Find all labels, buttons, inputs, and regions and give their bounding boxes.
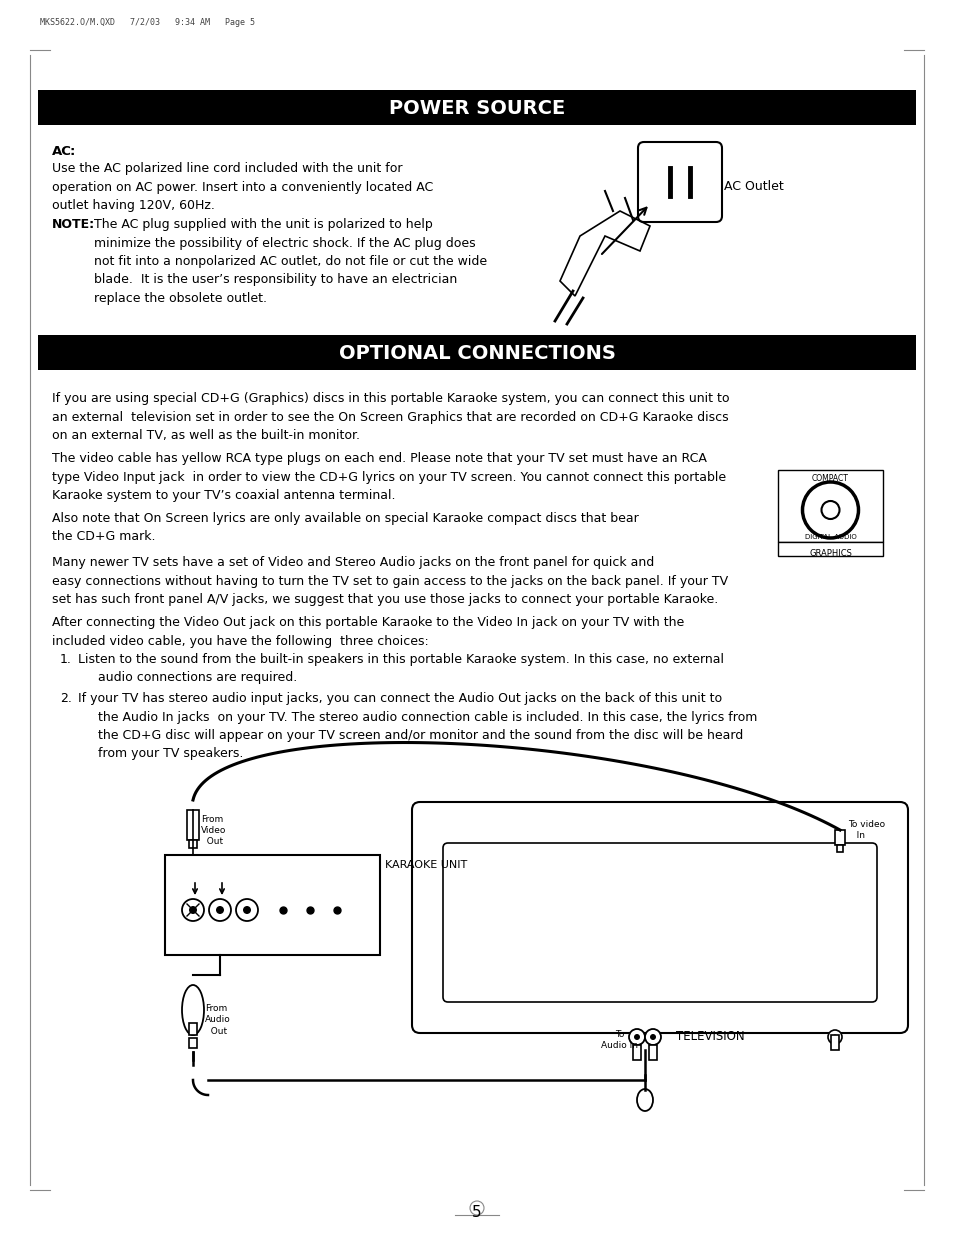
FancyBboxPatch shape (189, 840, 196, 848)
Text: To
Audio In: To Audio In (601, 1030, 638, 1050)
Circle shape (182, 899, 204, 921)
Text: From
Audio
  Out: From Audio Out (205, 1004, 231, 1036)
Circle shape (821, 501, 839, 519)
Text: COMPACT: COMPACT (811, 474, 848, 483)
FancyBboxPatch shape (165, 855, 379, 955)
Text: AC Plug: AC Plug (584, 351, 632, 364)
Circle shape (215, 906, 224, 914)
Ellipse shape (637, 1089, 652, 1112)
FancyBboxPatch shape (638, 142, 721, 222)
FancyBboxPatch shape (836, 845, 842, 852)
Circle shape (644, 1029, 660, 1045)
Text: NOTE:: NOTE: (52, 219, 95, 231)
Text: Also note that On Screen lyrics are only available on special Karaoke compact di: Also note that On Screen lyrics are only… (52, 513, 639, 543)
FancyBboxPatch shape (38, 335, 915, 370)
Text: 5: 5 (472, 1205, 481, 1220)
Circle shape (209, 899, 231, 921)
FancyBboxPatch shape (38, 90, 915, 125)
Circle shape (649, 1034, 656, 1040)
Text: After connecting the Video Out jack on this portable Karaoke to the Video In jac: After connecting the Video Out jack on t… (52, 616, 683, 647)
Text: GRAPHICS: GRAPHICS (808, 550, 851, 558)
FancyBboxPatch shape (633, 1045, 640, 1060)
Circle shape (634, 1034, 639, 1040)
Circle shape (243, 906, 251, 914)
Text: POWER SOURCE: POWER SOURCE (389, 99, 564, 119)
FancyBboxPatch shape (442, 844, 876, 1002)
Text: Listen to the sound from the built-in speakers in this portable Karaoke system. : Listen to the sound from the built-in sp… (78, 653, 723, 684)
FancyBboxPatch shape (778, 542, 882, 556)
FancyBboxPatch shape (648, 1045, 657, 1060)
Text: TELEVISION: TELEVISION (675, 1030, 743, 1044)
FancyBboxPatch shape (187, 810, 199, 840)
Text: The AC plug supplied with the unit is polarized to help
minimize the possibility: The AC plug supplied with the unit is po… (94, 219, 487, 305)
Text: KARAOKE UNIT: KARAOKE UNIT (385, 860, 467, 869)
FancyBboxPatch shape (189, 1037, 196, 1049)
Text: Many newer TV sets have a set of Video and Stereo Audio jacks on the front panel: Many newer TV sets have a set of Video a… (52, 556, 727, 606)
FancyBboxPatch shape (412, 802, 907, 1032)
Text: If you are using special CD+G (Graphics) discs in this portable Karaoke system, : If you are using special CD+G (Graphics)… (52, 391, 729, 442)
Text: AC: AC (52, 144, 71, 158)
Text: DIGITAL AUDIO: DIGITAL AUDIO (803, 534, 856, 540)
Ellipse shape (182, 986, 204, 1035)
Circle shape (628, 1029, 644, 1045)
Text: MKS5622.O/M.QXD   7/2/03   9:34 AM   Page 5: MKS5622.O/M.QXD 7/2/03 9:34 AM Page 5 (40, 19, 254, 27)
FancyBboxPatch shape (830, 1035, 838, 1050)
Text: 1.: 1. (60, 653, 71, 666)
Text: Use the AC polarized line cord included with the unit for
operation on AC power.: Use the AC polarized line cord included … (52, 162, 433, 212)
Circle shape (827, 1030, 841, 1044)
Text: To video
   In: To video In (847, 820, 884, 840)
Circle shape (189, 906, 196, 914)
FancyBboxPatch shape (189, 1023, 196, 1035)
Text: OPTIONAL CONNECTIONS: OPTIONAL CONNECTIONS (338, 345, 615, 363)
Text: If your TV has stereo audio input jacks, you can connect the Audio Out jacks on : If your TV has stereo audio input jacks,… (78, 692, 757, 761)
Text: AC Outlet: AC Outlet (723, 180, 783, 194)
Text: The video cable has yellow RCA type plugs on each end. Please note that your TV : The video cable has yellow RCA type plug… (52, 452, 725, 501)
Text: :: : (70, 144, 75, 158)
FancyBboxPatch shape (778, 471, 882, 542)
FancyBboxPatch shape (834, 830, 844, 845)
Text: From
Video
  Out: From Video Out (201, 815, 226, 846)
Text: 2.: 2. (60, 692, 71, 705)
Circle shape (832, 1035, 837, 1040)
Circle shape (235, 899, 257, 921)
